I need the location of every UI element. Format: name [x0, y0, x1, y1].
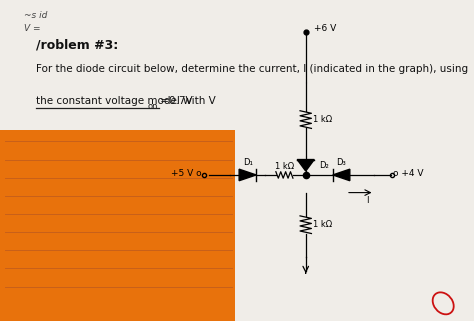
Text: /roblem #3:: /roblem #3: [36, 39, 118, 51]
Text: on: on [148, 102, 158, 111]
Text: For the diode circuit below, determine the current, I (indicated in the graph), : For the diode circuit below, determine t… [36, 64, 468, 74]
Bar [0, 130, 235, 321]
Text: 1 kΩ: 1 kΩ [275, 162, 294, 171]
Text: o +4 V: o +4 V [393, 169, 424, 178]
Text: +5 V o: +5 V o [171, 169, 201, 178]
Polygon shape [239, 169, 256, 181]
Text: =0.7V: =0.7V [157, 96, 193, 106]
Text: ~s id: ~s id [24, 11, 47, 20]
Text: 1 kΩ: 1 kΩ [313, 115, 332, 124]
Text: I: I [366, 196, 369, 205]
Text: D₁: D₁ [243, 158, 253, 167]
Text: D₂: D₂ [319, 161, 328, 170]
Text: 1 kΩ: 1 kΩ [313, 220, 332, 229]
Polygon shape [297, 160, 314, 171]
Text: V =: V = [24, 24, 40, 33]
Text: D₃: D₃ [337, 158, 346, 167]
Text: the constant voltage model with V: the constant voltage model with V [36, 96, 215, 106]
Text: +6 V: +6 V [314, 24, 337, 33]
Polygon shape [333, 169, 350, 181]
